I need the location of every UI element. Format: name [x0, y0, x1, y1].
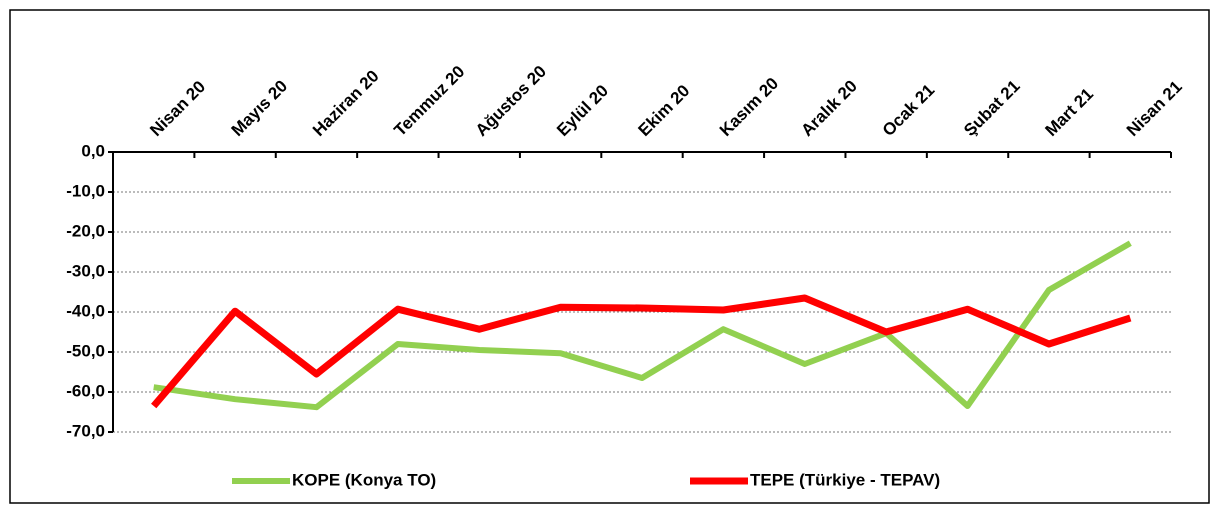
- y-tick-label: -30,0: [66, 261, 105, 280]
- chart-border: [9, 9, 1210, 504]
- legend-label: KOPE (Konya TO): [292, 470, 436, 489]
- y-tick-label: -40,0: [66, 301, 105, 320]
- legend-label: TEPE (Türkiye - TEPAV): [750, 470, 940, 489]
- y-tick-label: -50,0: [66, 341, 105, 360]
- series-line: [151, 294, 1132, 409]
- y-tick-label: -70,0: [66, 421, 105, 440]
- y-tick-label: -60,0: [66, 381, 105, 400]
- y-tick-label: -20,0: [66, 221, 105, 240]
- y-tick-label: -10,0: [66, 181, 105, 200]
- series-line: [153, 240, 1132, 411]
- y-tick-label: 0,0: [81, 141, 105, 160]
